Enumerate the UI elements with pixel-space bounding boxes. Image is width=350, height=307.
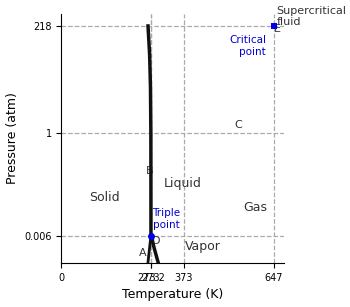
Text: Vapor: Vapor <box>184 240 220 253</box>
Text: A: A <box>139 248 147 258</box>
Text: E: E <box>274 24 281 34</box>
X-axis label: Temperature (K): Temperature (K) <box>122 289 224 301</box>
Text: B: B <box>146 166 153 176</box>
Text: Liquid: Liquid <box>164 177 202 190</box>
Text: Supercritical
fluid: Supercritical fluid <box>276 6 346 27</box>
Text: Triple
point: Triple point <box>153 208 181 230</box>
Y-axis label: Pressure (atm): Pressure (atm) <box>6 92 19 185</box>
Text: D: D <box>152 236 160 246</box>
Text: Solid: Solid <box>89 191 119 204</box>
Text: C: C <box>234 120 242 130</box>
Text: Gas: Gas <box>243 200 267 214</box>
Text: Critical
point: Critical point <box>229 35 266 57</box>
